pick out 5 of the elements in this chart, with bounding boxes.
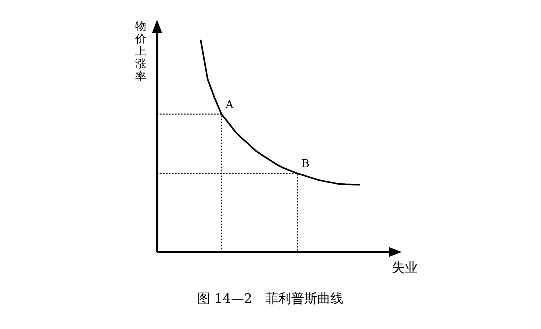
y-axis-title: 物价上涨率 bbox=[134, 20, 146, 83]
ref-line-label: A bbox=[224, 98, 235, 112]
x-axis-title: 失业 bbox=[392, 261, 418, 276]
ref-line-label: B bbox=[302, 158, 310, 171]
caption: 图 14—2 菲利普斯曲线 bbox=[198, 291, 344, 307]
